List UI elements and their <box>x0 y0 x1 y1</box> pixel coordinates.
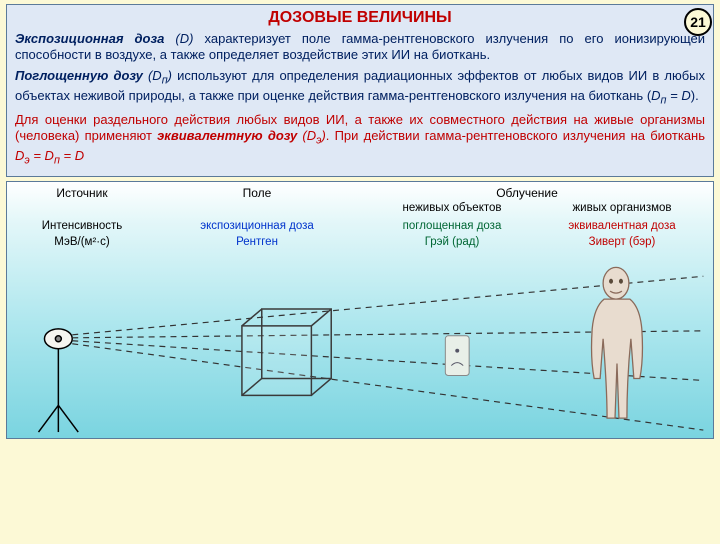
dose-diagram: Источник Поле Облучение неживых объектов… <box>6 181 714 439</box>
theory-textbox: ДОЗОВЫЕ ВЕЛИЧИНЫ Экспозиционная доза (D)… <box>6 4 714 177</box>
para-exposure-dose: Экспозиционная доза (D) характеризует по… <box>15 31 705 64</box>
text-equiv-b: . При действии гамма-рентгеновского излу… <box>326 128 705 143</box>
sample-icon <box>445 336 469 376</box>
para-equivalent-dose: Для оценки раздельного действия любых ви… <box>15 112 705 169</box>
term-equivalent: эквивалентную дозу <box>157 128 297 143</box>
tail-absorbed: ). <box>691 88 699 103</box>
diagram-svg <box>7 182 713 438</box>
heading-title: ДОЗОВЫЕ ВЕЛИЧИНЫ <box>15 9 705 27</box>
symbol-absorbed: (Dп) <box>148 68 172 83</box>
human-figure-icon <box>592 268 643 419</box>
symbol-equivalent: (Dэ) <box>302 128 325 143</box>
cube-icon <box>242 309 331 395</box>
symbol-exposure: (D) <box>175 31 193 46</box>
term-absorbed: Поглощенную дозу <box>15 68 143 83</box>
page-number-badge: 21 <box>684 8 712 36</box>
equation-absorbed: Dп = D <box>651 88 691 103</box>
equation-equivalent: Dэ = Dп = D <box>15 148 84 163</box>
term-exposure: Экспозиционная доза <box>15 31 164 46</box>
para-absorbed-dose: Поглощенную дозу (Dп) используют для опр… <box>15 68 705 108</box>
